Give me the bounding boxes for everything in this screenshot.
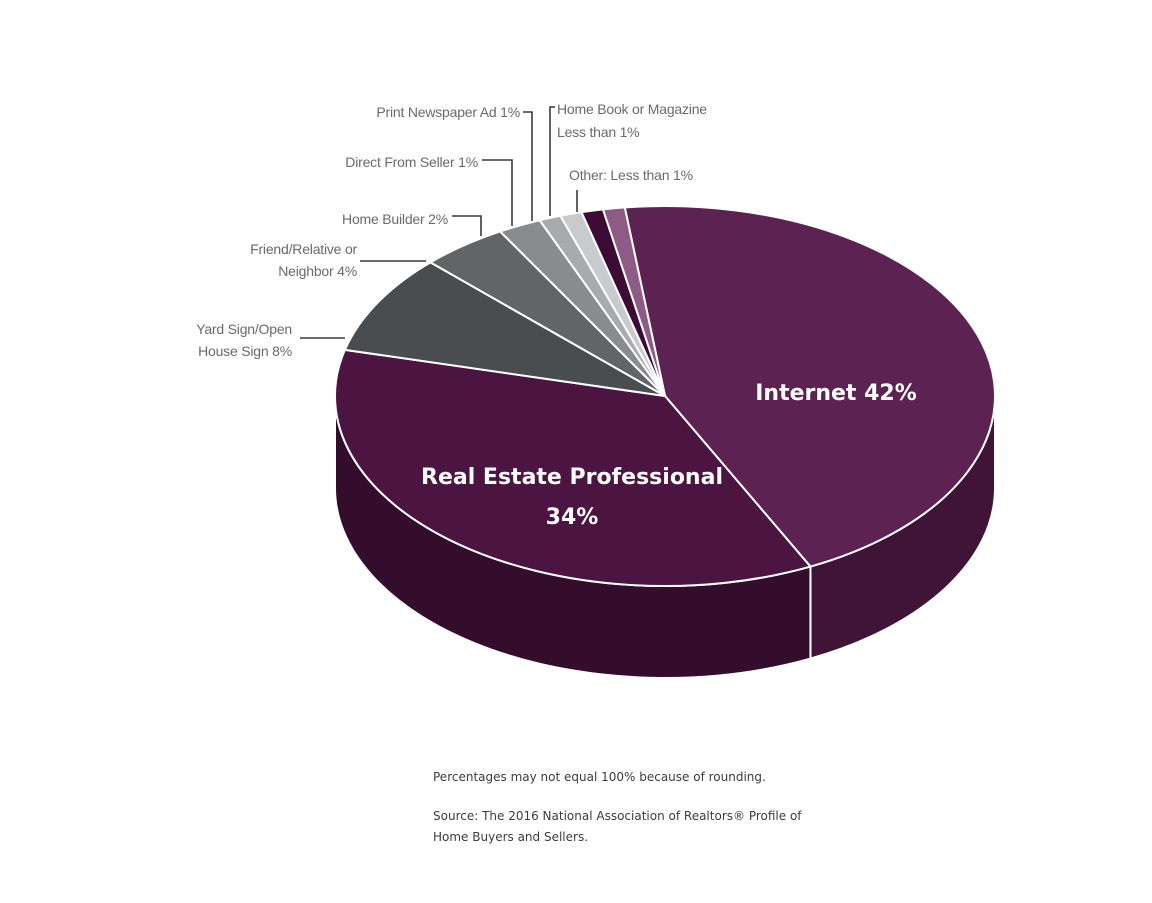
label-line: Home Builder 2%: [342, 211, 448, 227]
label-line: 34%: [546, 505, 599, 530]
label-line: Yard Sign/Open: [196, 321, 292, 337]
label-internet: Internet 42%: [755, 381, 917, 406]
slice-internet: [623, 205, 996, 568]
label-print-newspaper-ad: Print Newspaper Ad 1%: [376, 104, 520, 120]
leader-line-home-book-or-magazine: [549, 106, 555, 216]
rounding-note: Percentages may not equal 100% because o…: [433, 770, 766, 784]
label-line: Friend/Relative or: [250, 241, 357, 257]
label-other: Other: Less than 1%: [569, 167, 693, 183]
slice-other: [601, 206, 666, 397]
label-line: Direct From Seller 1%: [345, 154, 478, 170]
label-yard-sign-open-house-sign: Yard Sign/Open House Sign 8%: [196, 321, 292, 359]
slice-labels: Internet 42% Real Estate Professional 34% Y…: [196, 101, 917, 530]
slice-yard-sign-open-house-sign: [343, 261, 666, 397]
label-home-book-or-magazine: Home Book or Magazine Less than 1%: [557, 101, 707, 140]
leader-lines: [300, 106, 578, 339]
leader-line-direct-from-seller: [482, 159, 513, 226]
label-friend-relative-or-neighbor: Friend/Relative or Neighbor 4%: [250, 241, 357, 279]
label-line: Less than 1%: [557, 124, 639, 140]
leader-line-print-newspaper-ad: [523, 111, 533, 221]
label-line: Print Newspaper Ad 1%: [376, 104, 520, 120]
label-line: Neighbor 4%: [278, 263, 357, 279]
label-line: Other: Less than 1%: [569, 167, 693, 183]
pie-slices: [334, 205, 996, 587]
label-line: Real Estate Professional: [421, 465, 723, 490]
label-real-estate-professional: Real Estate Professional 34%: [421, 465, 723, 530]
leader-line-home-builder: [452, 215, 482, 236]
label-line: Home Book or Magazine: [557, 101, 707, 117]
label-line: House Sign 8%: [198, 343, 292, 359]
slice-real-estate-professional: [334, 348, 812, 587]
label-home-builder: Home Builder 2%: [342, 211, 448, 227]
source-note: Source: The 2016 National Association of…: [433, 809, 802, 844]
label-line: Internet 42%: [755, 381, 917, 406]
label-direct-from-seller: Direct From Seller 1%: [345, 154, 478, 170]
